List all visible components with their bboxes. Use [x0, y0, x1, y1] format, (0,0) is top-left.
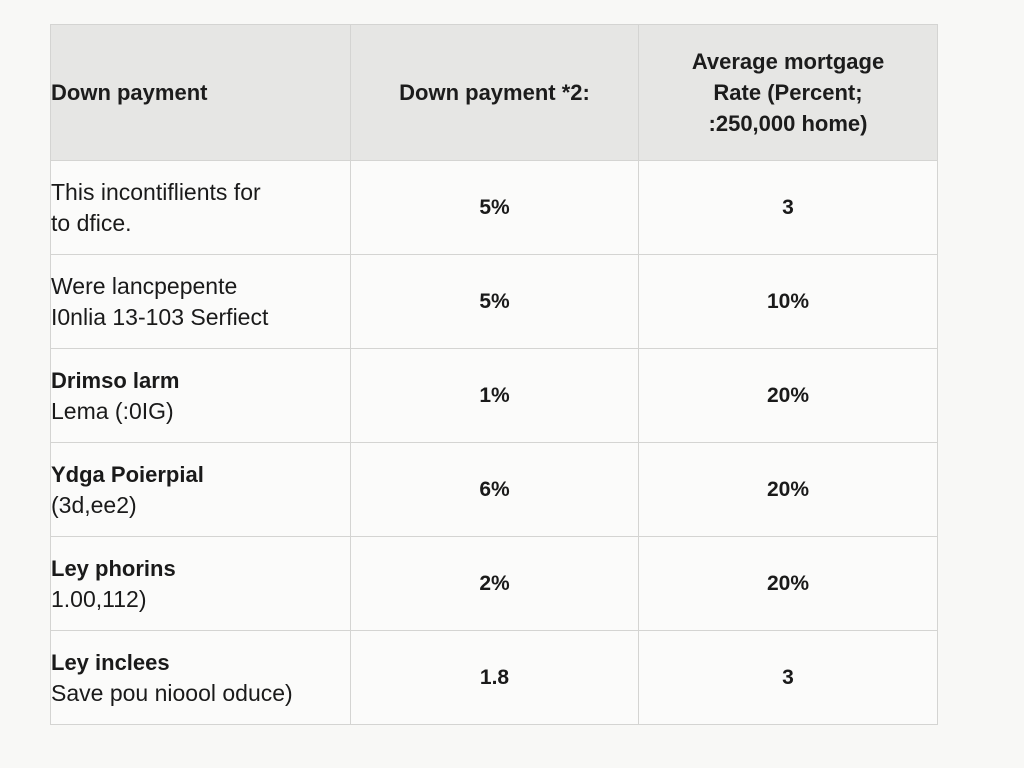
- table-row: Ley inclees Save pou nioool oduce) 1.8 3: [50, 630, 938, 725]
- table-row: Drimso larm Lema (:0IG) 1% 20%: [50, 348, 938, 443]
- mortgage-rate-value: 10%: [638, 254, 938, 349]
- header-rate-line-1: Average mortgage: [691, 49, 885, 74]
- row-label-line-2: Save pou nioool oduce): [51, 679, 293, 706]
- row-label-cell: Were lancpepente I0nlia 13-103 Serfiect: [50, 254, 351, 349]
- table-body: This incontiflients for to dfice. 5% 3 Were …: [50, 160, 938, 725]
- row-label-line-2: to dfice.: [51, 209, 132, 236]
- row-label-line-1: Ley inclees: [51, 649, 170, 675]
- row-label-cell: Ydga Poierpial (3d,ee2): [50, 442, 351, 537]
- down-payment-2-value: 1.8: [350, 630, 639, 725]
- table-row: Were lancpepente I0nlia 13-103 Serfiect 5%…: [50, 254, 938, 349]
- down-payment-2-value: 5%: [350, 160, 639, 255]
- down-payment-2-value: 5%: [350, 254, 639, 349]
- row-label-cell: Drimso larm Lema (:0IG): [50, 348, 351, 443]
- row-label-cell: Ley phorins 1.00,112): [50, 536, 351, 631]
- mortgage-rate-value: 20%: [638, 536, 938, 631]
- down-payment-2-value: 1%: [350, 348, 639, 443]
- row-label-line-1: Ydga Poierpial: [51, 461, 204, 487]
- header-down-payment: Down payment: [50, 24, 351, 161]
- table-row: Ydga Poierpial (3d,ee2) 6% 20%: [50, 442, 938, 537]
- row-label-line-1: This incontiflients for: [51, 178, 261, 205]
- mortgage-rate-value: 3: [638, 160, 938, 255]
- row-label-line-1: Ley phorins: [51, 555, 176, 581]
- row-label-cell: Ley inclees Save pou nioool oduce): [50, 630, 351, 725]
- header-average-mortgage-rate: Average mortgage Rate (Percent; :250,000…: [638, 24, 938, 161]
- header-down-payment-2: Down payment *2:: [350, 24, 639, 161]
- row-label-cell: This incontiflients for to dfice.: [50, 160, 351, 255]
- table-row: Ley phorins 1.00,112) 2% 20%: [50, 536, 938, 631]
- row-label-line-1: Drimso larm: [51, 367, 180, 393]
- table-header: Down payment Down payment *2: Average mo…: [50, 24, 938, 161]
- row-label-line-2: Lema (:0IG): [51, 397, 174, 424]
- mortgage-table: Down payment Down payment *2: Average mo…: [50, 24, 938, 725]
- table-row: This incontiflients for to dfice. 5% 3: [50, 160, 938, 255]
- mortgage-rate-value: 20%: [638, 442, 938, 537]
- row-label-line-1: Were lancpepente: [51, 272, 238, 299]
- row-label-line-2: (3d,ee2): [51, 491, 137, 518]
- header-rate-line-2: Rate (Percent;: [713, 80, 863, 105]
- header-row: Down payment Down payment *2: Average mo…: [50, 24, 938, 161]
- down-payment-2-value: 6%: [350, 442, 639, 537]
- row-label-line-2: 1.00,112): [51, 585, 147, 612]
- down-payment-2-value: 2%: [350, 536, 639, 631]
- mortgage-rate-value: 3: [638, 630, 938, 725]
- row-label-line-2: I0nlia 13-103 Serfiect: [51, 303, 269, 330]
- mortgage-rate-value: 20%: [638, 348, 938, 443]
- header-rate-line-3: :250,000 home): [708, 111, 868, 136]
